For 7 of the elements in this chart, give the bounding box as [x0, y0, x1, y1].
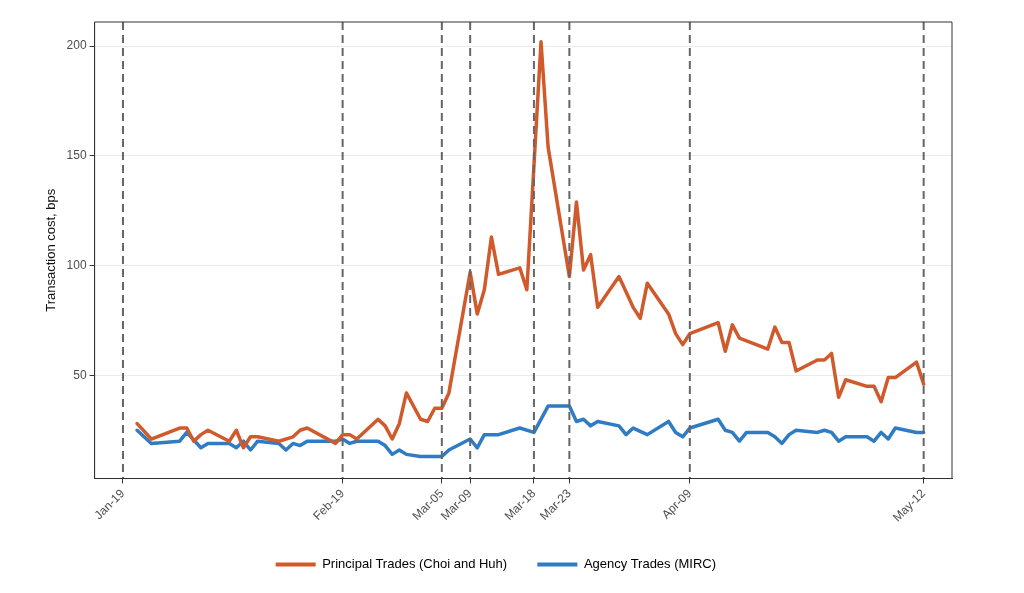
y-tick-label: 100 [66, 257, 87, 272]
legend-label: Principal Trades (Choi and Huh) [322, 556, 508, 572]
y-tick-label: 150 [66, 148, 87, 163]
y-tick-label: 50 [73, 367, 87, 382]
y-axis-title: Transaction cost, bps [43, 188, 59, 312]
legend-label: Agency Trades (MIRC) [583, 556, 717, 572]
y-tick-label: 200 [66, 38, 87, 53]
